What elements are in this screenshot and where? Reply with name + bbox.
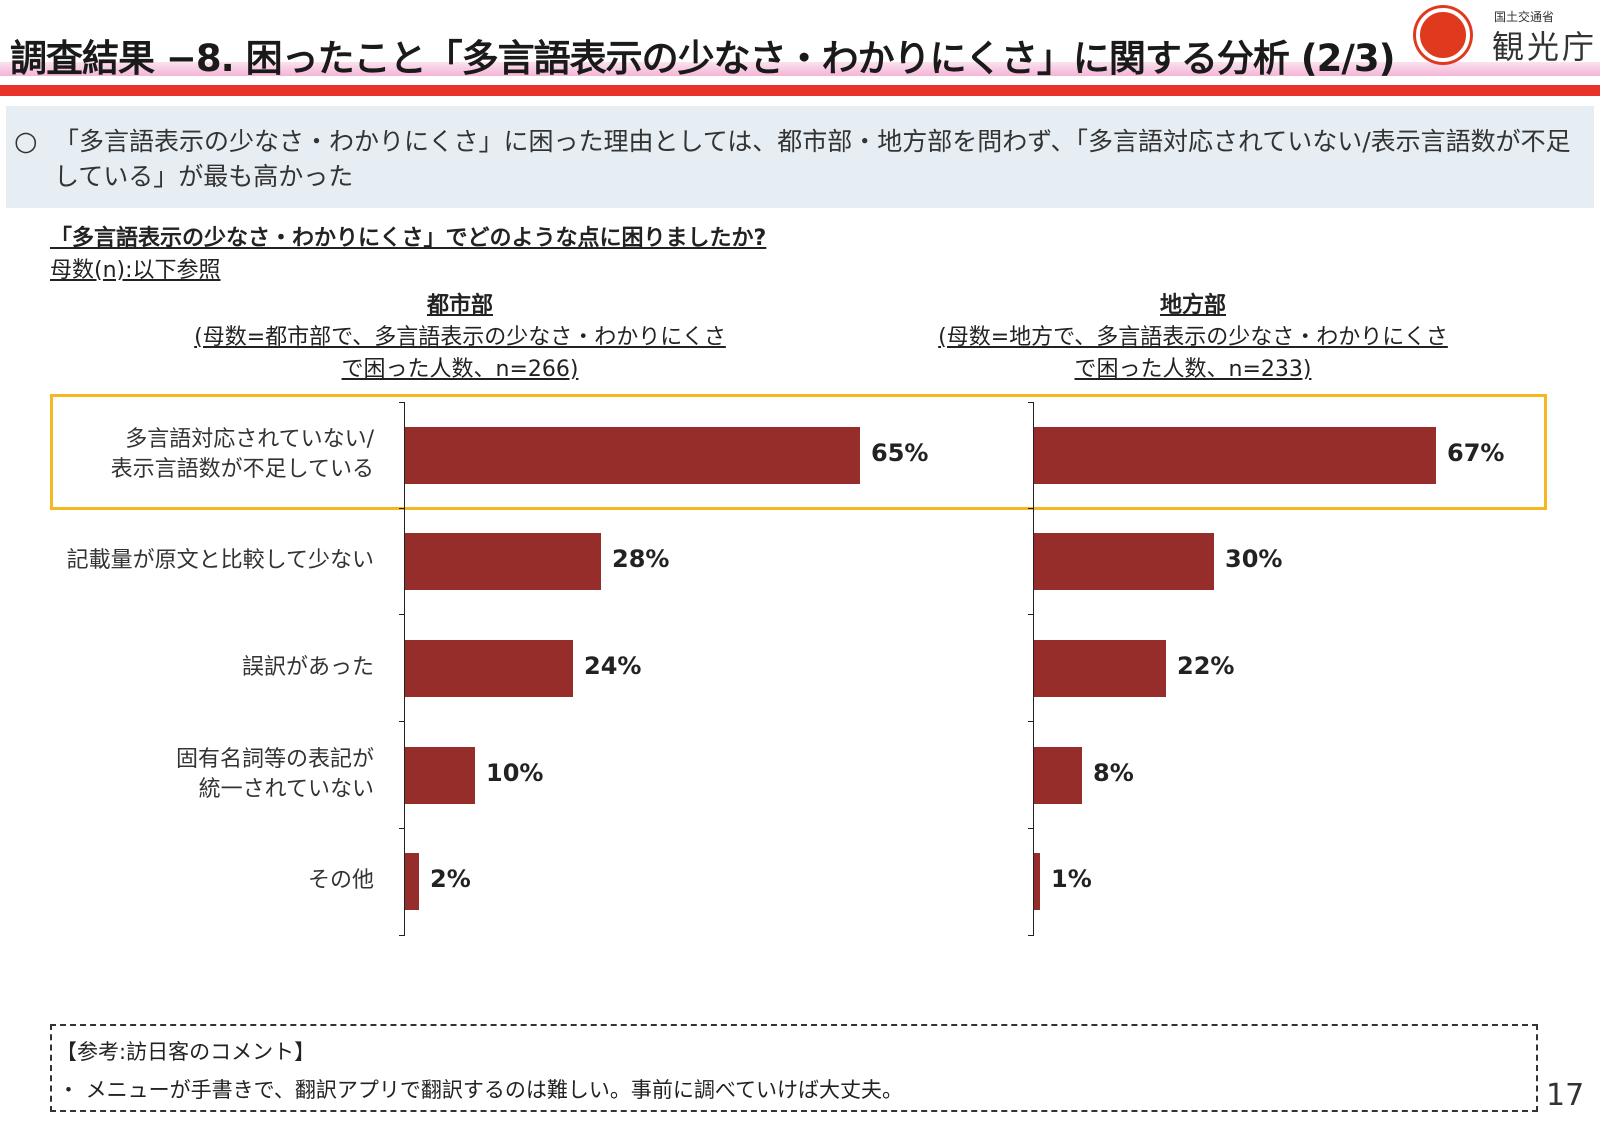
category-label-line: 記載量が原文と比較して少ない <box>66 548 374 573</box>
axis-tick <box>399 935 405 936</box>
group-note-rural-1: (母数=地方で、多言語表示の少なさ・わかりにくさ <box>938 325 1448 350</box>
category-label-line: 固有名詞等の表記が <box>175 747 374 772</box>
axis-tick <box>1028 402 1034 403</box>
data-label: 22% <box>1177 652 1235 680</box>
category-label-line: その他 <box>307 868 374 893</box>
category-label-line: 多言語対応されていない/ <box>125 427 374 452</box>
category-label-line: 誤訳があった <box>241 655 374 680</box>
summary-bullet-icon: ○ <box>14 126 38 157</box>
category-label: 多言語対応されていない/表示言語数が不足している <box>40 425 374 485</box>
axis-tick <box>399 402 405 403</box>
axis-tick <box>1028 935 1034 936</box>
reference-comment: ・ メニューが手書きで、翻訳アプリで翻訳するのは難しい。事前に調べていけば大丈夫… <box>58 1078 903 1102</box>
data-label: 2% <box>430 865 471 893</box>
group-note-rural-2: で困った人数、n=233) <box>1074 357 1312 382</box>
data-label: 28% <box>612 545 670 573</box>
bar <box>1034 426 1436 484</box>
ministry-logo: 国土交通省 観光庁 <box>1416 6 1600 66</box>
axis-tick <box>399 828 405 829</box>
group-header-rural: 地方部 (母数=地方で、多言語表示の少なさ・わかりにくさ で困った人数、n=23… <box>928 290 1458 386</box>
data-label: 8% <box>1093 759 1134 787</box>
summary-box: ○ 「多言語表示の少なさ・わかりにくさ」に困った理由としては、都市部・地方部を問… <box>6 106 1594 208</box>
axis-tick <box>399 614 405 615</box>
y-axis-line <box>404 402 405 935</box>
category-label: 固有名詞等の表記が統一されていない <box>40 745 374 805</box>
y-axis-line <box>1033 402 1034 935</box>
reference-title: 【参考:訪日客のコメント】 <box>56 1040 316 1064</box>
logo-agency-name: 観光庁 <box>1492 28 1598 66</box>
bar <box>405 532 601 590</box>
data-label: 30% <box>1225 545 1283 573</box>
bar <box>405 852 419 910</box>
page-title: 調査結果 −8. 困ったこと「多言語表示の少なさ・わかりにくさ」に関する分析 (… <box>10 37 1396 80</box>
axis-tick <box>1028 828 1034 829</box>
logo-ministry-name: 国土交通省 <box>1494 10 1555 24</box>
data-label: 65% <box>871 439 929 467</box>
group-name-urban: 都市部 <box>426 293 493 318</box>
bar <box>405 746 475 804</box>
category-label: その他 <box>40 866 374 896</box>
data-label: 10% <box>486 759 544 787</box>
category-label-line: 表示言語数が不足している <box>110 457 374 482</box>
group-header-urban: 都市部 (母数=都市部で、多言語表示の少なさ・わかりにくさ で困った人数、n=2… <box>190 290 730 386</box>
bar <box>1034 639 1166 697</box>
reference-box: 【参考:訪日客のコメント】 ・ メニューが手書きで、翻訳アプリで翻訳するのは難し… <box>50 1024 1538 1112</box>
group-name-rural: 地方部 <box>1159 293 1226 318</box>
bar <box>1034 746 1082 804</box>
header-red-bar <box>0 85 1600 96</box>
bar <box>405 639 573 697</box>
category-label-line: 統一されていない <box>198 777 374 802</box>
top-category-highlight <box>50 394 1547 510</box>
bar <box>1034 852 1040 910</box>
axis-tick <box>399 721 405 722</box>
data-label: 24% <box>584 652 642 680</box>
bar <box>1034 532 1214 590</box>
axis-tick <box>1028 508 1034 509</box>
group-note-urban-1: (母数=都市部で、多言語表示の少なさ・わかりにくさ <box>194 325 726 350</box>
bar <box>405 426 860 484</box>
sun-logo-icon <box>1416 8 1470 62</box>
title-underline <box>0 62 1600 76</box>
summary-text: 「多言語表示の少なさ・わかりにくさ」に困った理由としては、都市部・地方部を問わず… <box>54 127 1571 191</box>
data-label: 67% <box>1447 439 1505 467</box>
axis-tick <box>1028 614 1034 615</box>
page-number: 17 <box>1546 1078 1585 1113</box>
category-label: 記載量が原文と比較して少ない <box>40 546 374 576</box>
axis-tick <box>1028 721 1034 722</box>
group-note-urban-2: で困った人数、n=266) <box>341 357 579 382</box>
question-title: 「多言語表示の少なさ・わかりにくさ」でどのような点に困りましたか? <box>50 226 767 251</box>
axis-tick <box>399 508 405 509</box>
question-sample-note: 母数(n):以下参照 <box>50 258 221 283</box>
category-label: 誤訳があった <box>40 653 374 683</box>
data-label: 1% <box>1051 865 1092 893</box>
